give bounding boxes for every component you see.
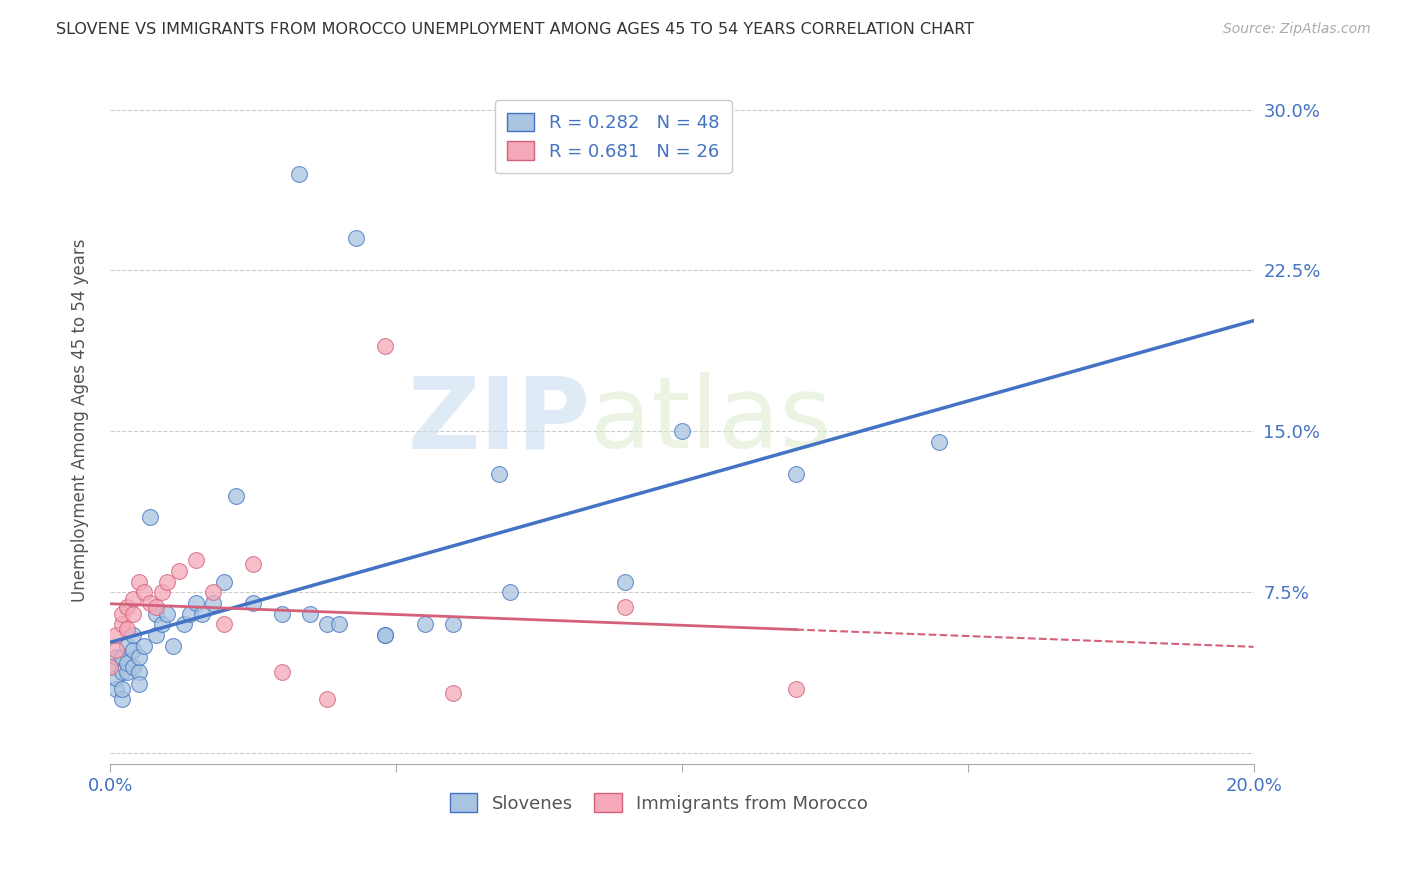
Point — [115, 639, 138, 653]
Point — [316, 692, 339, 706]
Point — [110, 665, 132, 679]
Point — [110, 607, 132, 621]
Point — [184, 553, 207, 567]
Point — [110, 617, 132, 632]
Text: SLOVENE VS IMMIGRANTS FROM MOROCCO UNEMPLOYMENT AMONG AGES 45 TO 54 YEARS CORREL: SLOVENE VS IMMIGRANTS FROM MOROCCO UNEMP… — [56, 22, 974, 37]
Point — [115, 656, 138, 670]
Point — [190, 607, 212, 621]
Point — [145, 628, 167, 642]
Point — [928, 435, 950, 450]
Point — [150, 585, 173, 599]
Point — [115, 600, 138, 615]
Text: Source: ZipAtlas.com: Source: ZipAtlas.com — [1223, 22, 1371, 37]
Point — [785, 467, 807, 482]
Point — [145, 600, 167, 615]
Point — [98, 660, 121, 674]
Point — [184, 596, 207, 610]
Point — [179, 607, 201, 621]
Point — [270, 665, 292, 679]
Point — [162, 639, 184, 653]
Point — [214, 617, 236, 632]
Point — [122, 591, 145, 606]
Point — [671, 425, 693, 439]
Point — [104, 671, 127, 685]
Point — [104, 681, 127, 696]
Point — [110, 692, 132, 706]
Point — [134, 639, 156, 653]
Point — [145, 607, 167, 621]
Point — [150, 617, 173, 632]
Point — [441, 686, 464, 700]
Point — [110, 681, 132, 696]
Point — [613, 574, 636, 589]
Point — [139, 510, 162, 524]
Point — [214, 574, 236, 589]
Text: ZIP: ZIP — [408, 372, 591, 469]
Point — [110, 649, 132, 664]
Point — [299, 607, 322, 621]
Point — [316, 617, 339, 632]
Point — [156, 574, 179, 589]
Point — [115, 622, 138, 636]
Point — [373, 628, 395, 642]
Y-axis label: Unemployment Among Ages 45 to 54 years: Unemployment Among Ages 45 to 54 years — [72, 239, 89, 602]
Point — [122, 643, 145, 657]
Point — [104, 643, 127, 657]
Point — [128, 649, 150, 664]
Point — [128, 665, 150, 679]
Point — [115, 665, 138, 679]
Point — [122, 607, 145, 621]
Legend: Slovenes, Immigrants from Morocco: Slovenes, Immigrants from Morocco — [439, 782, 879, 823]
Point — [499, 585, 522, 599]
Point — [104, 649, 127, 664]
Point — [242, 596, 264, 610]
Point — [373, 628, 395, 642]
Point — [139, 596, 162, 610]
Text: atlas: atlas — [591, 372, 832, 469]
Point — [344, 231, 367, 245]
Point — [270, 607, 292, 621]
Point — [287, 167, 309, 181]
Point — [122, 660, 145, 674]
Point — [128, 677, 150, 691]
Point — [373, 338, 395, 352]
Point — [413, 617, 436, 632]
Point — [201, 585, 224, 599]
Point — [201, 596, 224, 610]
Point — [98, 660, 121, 674]
Point — [613, 600, 636, 615]
Point — [173, 617, 195, 632]
Point — [104, 628, 127, 642]
Point — [134, 585, 156, 599]
Point — [242, 558, 264, 572]
Point — [156, 607, 179, 621]
Point — [441, 617, 464, 632]
Point — [488, 467, 510, 482]
Point — [122, 628, 145, 642]
Point — [785, 681, 807, 696]
Point — [225, 489, 247, 503]
Point — [128, 574, 150, 589]
Point — [167, 564, 190, 578]
Point — [328, 617, 350, 632]
